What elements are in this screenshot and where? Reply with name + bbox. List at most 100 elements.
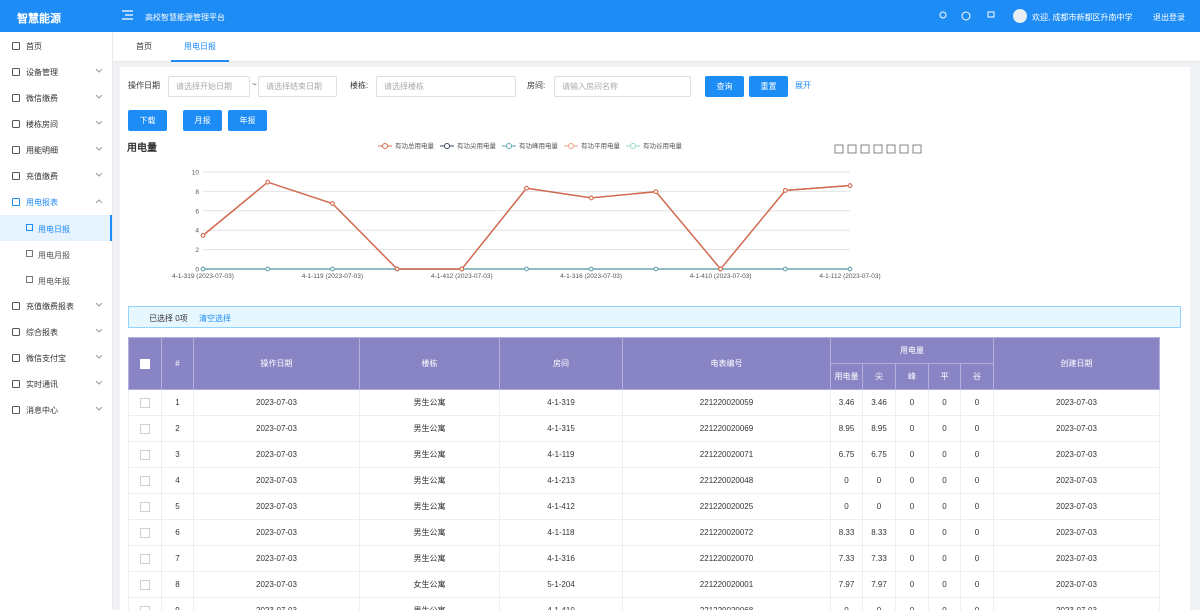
point bbox=[589, 267, 593, 271]
menu-icon-shape bbox=[13, 407, 20, 414]
legend-marker bbox=[445, 144, 450, 149]
expand-link[interactable]: 展开 bbox=[795, 80, 811, 91]
cell: 2023-07-03 bbox=[994, 520, 1160, 546]
reset-button[interactable]: 重置 bbox=[749, 76, 788, 97]
start-date[interactable]: 请选择开始日期 bbox=[168, 76, 250, 97]
cell: 男生公寓 bbox=[360, 598, 500, 610]
checkbox[interactable] bbox=[140, 528, 150, 538]
chevron bbox=[96, 355, 102, 359]
menu-label: 实时通讯 bbox=[26, 379, 58, 390]
action-button[interactable]: 下载 bbox=[128, 110, 167, 131]
cell bbox=[129, 520, 162, 546]
menu-item[interactable]: 微信支付宝 bbox=[0, 348, 112, 368]
submenu-icon bbox=[26, 276, 33, 283]
clear-selection[interactable]: 清空选择 bbox=[199, 313, 231, 324]
cell: 男生公寓 bbox=[360, 494, 500, 520]
tab[interactable]: 首页 bbox=[123, 32, 165, 62]
menu-item[interactable]: 用能明细 bbox=[0, 140, 112, 160]
cell: 4 bbox=[162, 468, 194, 494]
cell: 221220020070 bbox=[623, 546, 831, 572]
cell: 0 bbox=[831, 598, 863, 610]
menu-item[interactable]: 楼栋房间 bbox=[0, 114, 112, 134]
header-icons[interactable] bbox=[938, 10, 1008, 22]
table-row: 72023-07-03男生公寓4-1-3162212200200707.337.… bbox=[129, 546, 1160, 572]
menu-icon bbox=[12, 302, 20, 310]
menu-item[interactable]: 充值缴费 bbox=[0, 166, 112, 186]
checkbox[interactable] bbox=[140, 424, 150, 434]
checkbox[interactable] bbox=[140, 450, 150, 460]
header-cell: 电表编号 bbox=[623, 338, 831, 390]
cell: 0 bbox=[896, 598, 929, 610]
menu-item[interactable]: 充值缴费报表 bbox=[0, 296, 112, 316]
header-row: #操作日期楼栋房间电表编号用电量创建日期 bbox=[129, 338, 1160, 364]
checkbox[interactable] bbox=[140, 398, 150, 408]
checkbox[interactable] bbox=[140, 554, 150, 564]
cell bbox=[129, 390, 162, 416]
avatar[interactable] bbox=[1013, 9, 1027, 23]
building-select[interactable]: 请选择楼栋 bbox=[376, 76, 516, 97]
menu-item[interactable]: 首页 bbox=[0, 36, 112, 56]
query-button[interactable]: 查询 bbox=[705, 76, 744, 97]
cell: 0 bbox=[863, 598, 896, 610]
menu-toggle[interactable] bbox=[122, 10, 133, 20]
cell: 0 bbox=[896, 572, 929, 598]
menu-item[interactable]: 综合报表 bbox=[0, 322, 112, 342]
menu-label: 楼栋房间 bbox=[26, 119, 58, 130]
table-row: 12023-07-03男生公寓4-1-3192212200200593.463.… bbox=[129, 390, 1160, 416]
cell: 221220020068 bbox=[623, 598, 831, 610]
menu-item[interactable]: 用电报表 bbox=[0, 192, 112, 212]
x-tick-label: 4-1-410 (2023-07-03) bbox=[690, 273, 752, 280]
checkbox[interactable] bbox=[140, 580, 150, 590]
cell: 男生公寓 bbox=[360, 442, 500, 468]
submenu-item[interactable]: 用电日报 bbox=[0, 215, 112, 241]
checkbox[interactable] bbox=[140, 502, 150, 512]
cell: 4-1-319 bbox=[500, 390, 623, 416]
cell: 0 bbox=[896, 390, 929, 416]
y-tick-label: 4 bbox=[195, 228, 199, 235]
logout[interactable]: 退出登录 bbox=[1153, 12, 1185, 23]
point bbox=[201, 267, 205, 271]
chevron-path bbox=[96, 95, 102, 98]
submenu-item[interactable]: 用电月报 bbox=[0, 241, 112, 267]
cell: 0 bbox=[929, 546, 961, 572]
menu-label: 设备管理 bbox=[26, 67, 58, 78]
cell bbox=[129, 442, 162, 468]
end-date[interactable]: 请选择结束日期 bbox=[258, 76, 337, 97]
cell: 221220020072 bbox=[623, 520, 831, 546]
cell: 6.75 bbox=[831, 442, 863, 468]
point bbox=[460, 267, 464, 271]
checkbox[interactable] bbox=[140, 606, 150, 610]
checkbox[interactable] bbox=[140, 476, 150, 486]
main: 操作日期 请选择开始日期 ~ 请选择结束日期 楼栋: 请选择楼栋 房间: 请输入… bbox=[113, 62, 1200, 610]
menu-icon bbox=[12, 120, 20, 128]
cell: 2023-07-03 bbox=[994, 468, 1160, 494]
header-group: 用电量 bbox=[831, 338, 994, 364]
header-sub-cell: 平 bbox=[929, 364, 961, 390]
action-button[interactable]: 年报 bbox=[228, 110, 267, 131]
menu-item[interactable]: 消息中心 bbox=[0, 400, 112, 420]
menu-item[interactable]: 设备管理 bbox=[0, 62, 112, 82]
cell: 1 bbox=[162, 390, 194, 416]
legend-marker bbox=[569, 144, 574, 149]
table-row: 62023-07-03男生公寓4-1-1182212200200728.338.… bbox=[129, 520, 1160, 546]
chevron bbox=[96, 121, 102, 125]
chevron bbox=[96, 173, 102, 177]
y-tick-label: 6 bbox=[195, 208, 199, 215]
checkbox[interactable] bbox=[140, 359, 150, 369]
table-row: 82023-07-03女生公寓5-1-2042212200200017.977.… bbox=[129, 572, 1160, 598]
chevron bbox=[96, 329, 102, 333]
menu-icon-shape bbox=[13, 95, 20, 102]
room-input[interactable]: 请输入房间名称 bbox=[554, 76, 691, 97]
cell: 7.97 bbox=[831, 572, 863, 598]
submenu-item[interactable]: 用电年报 bbox=[0, 267, 112, 293]
menu-item[interactable]: 实时通讯 bbox=[0, 374, 112, 394]
legend-label: 有功峰用电量 bbox=[519, 141, 559, 150]
series-line bbox=[203, 182, 850, 269]
x-tick-label: 4-1-112 (2023-07-03) bbox=[819, 273, 880, 280]
menu-item[interactable]: 微信缴费 bbox=[0, 88, 112, 108]
cell: 9 bbox=[162, 598, 194, 610]
filter-label: 操作日期 bbox=[128, 80, 160, 91]
tab[interactable]: 用电日报 bbox=[171, 32, 229, 62]
cell: 3.46 bbox=[863, 390, 896, 416]
action-button[interactable]: 月报 bbox=[183, 110, 222, 131]
